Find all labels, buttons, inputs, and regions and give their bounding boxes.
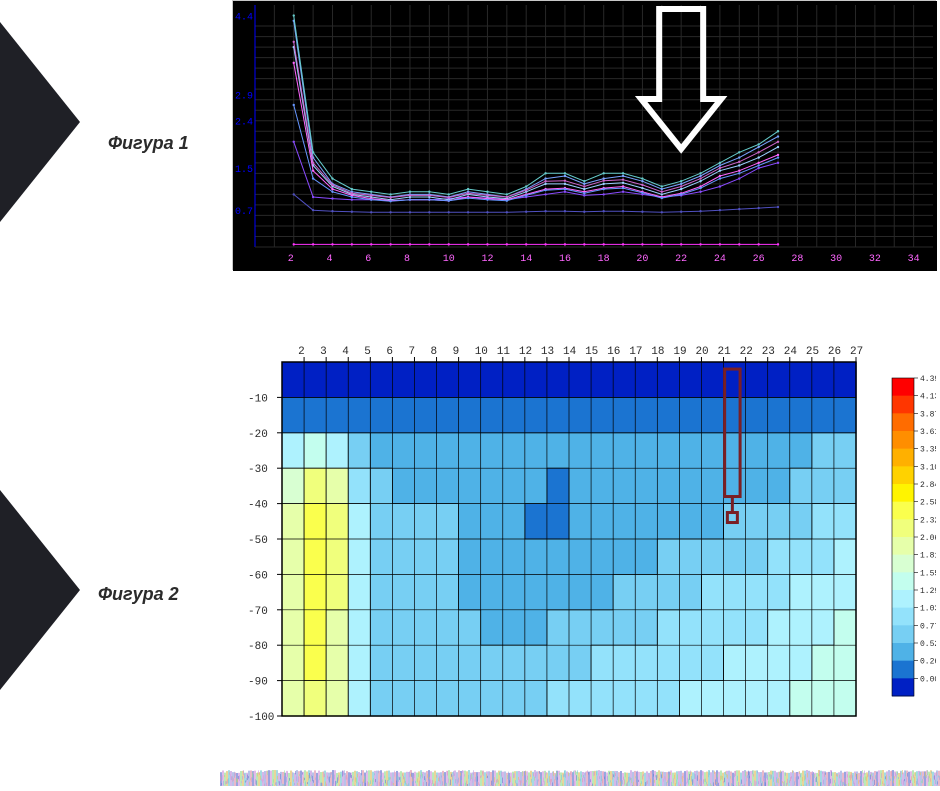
svg-text:25: 25: [806, 346, 819, 358]
svg-text:14: 14: [520, 254, 532, 265]
svg-text:-90: -90: [248, 677, 268, 689]
svg-text:-60: -60: [248, 570, 268, 582]
svg-text:12: 12: [519, 346, 532, 358]
svg-text:10: 10: [475, 346, 488, 358]
label-fig1: Фигура 1: [108, 133, 189, 154]
chart2-svg: 2345678910111213141516171819202122232425…: [232, 338, 936, 738]
svg-text:0.00: 0.00: [920, 675, 936, 684]
svg-text:1.29: 1.29: [920, 587, 936, 596]
noise-strip: [220, 770, 940, 786]
svg-text:8: 8: [404, 254, 410, 265]
svg-text:32: 32: [869, 254, 881, 265]
svg-text:1.03: 1.03: [920, 605, 936, 614]
svg-text:17: 17: [629, 346, 642, 358]
svg-text:4: 4: [326, 254, 332, 265]
svg-text:18: 18: [598, 254, 610, 265]
svg-text:16: 16: [559, 254, 571, 265]
svg-text:24: 24: [714, 254, 726, 265]
svg-text:2.06: 2.06: [920, 534, 936, 543]
svg-text:2.4: 2.4: [235, 118, 253, 129]
svg-text:2.84: 2.84: [920, 481, 936, 490]
svg-text:4.13: 4.13: [920, 393, 936, 402]
svg-text:3.10: 3.10: [920, 463, 936, 472]
svg-text:-30: -30: [248, 464, 268, 476]
svg-text:4.39: 4.39: [920, 375, 936, 384]
label-fig2: Фигура 2: [98, 584, 179, 605]
svg-text:15: 15: [585, 346, 598, 358]
svg-text:2.9: 2.9: [235, 91, 253, 102]
svg-text:13: 13: [541, 346, 554, 358]
svg-text:3.87: 3.87: [920, 410, 936, 419]
svg-text:1.5: 1.5: [235, 165, 253, 176]
svg-text:0.52: 0.52: [920, 640, 936, 649]
svg-text:10: 10: [443, 254, 455, 265]
svg-text:1.55: 1.55: [920, 569, 936, 578]
svg-text:20: 20: [695, 346, 708, 358]
svg-text:3.35: 3.35: [920, 446, 936, 455]
svg-text:19: 19: [673, 346, 686, 358]
pointer-fig1: [0, 22, 80, 222]
svg-text:0.77: 0.77: [920, 622, 936, 631]
svg-text:18: 18: [651, 346, 664, 358]
svg-text:22: 22: [740, 346, 753, 358]
svg-text:9: 9: [453, 346, 460, 358]
svg-text:1.81: 1.81: [920, 552, 936, 561]
svg-text:3: 3: [320, 346, 327, 358]
svg-text:-80: -80: [248, 641, 268, 653]
svg-text:6: 6: [386, 346, 393, 358]
noise-strip-svg: [220, 770, 940, 786]
svg-text:2: 2: [288, 254, 294, 265]
svg-text:20: 20: [636, 254, 648, 265]
svg-text:27: 27: [850, 346, 863, 358]
svg-text:21: 21: [718, 346, 732, 358]
svg-text:12: 12: [481, 254, 493, 265]
svg-text:26: 26: [753, 254, 765, 265]
svg-text:28: 28: [791, 254, 803, 265]
svg-text:14: 14: [563, 346, 577, 358]
svg-text:-20: -20: [248, 429, 268, 441]
svg-text:11: 11: [497, 346, 511, 358]
svg-text:24: 24: [784, 346, 798, 358]
svg-text:0.7: 0.7: [235, 207, 253, 218]
svg-text:5: 5: [364, 346, 371, 358]
svg-text:-50: -50: [248, 535, 268, 547]
pointer-fig2: [0, 490, 80, 690]
svg-text:34: 34: [908, 254, 920, 265]
svg-text:6: 6: [365, 254, 371, 265]
svg-text:8: 8: [431, 346, 438, 358]
svg-text:-70: -70: [248, 606, 268, 618]
svg-text:23: 23: [762, 346, 775, 358]
svg-text:7: 7: [408, 346, 415, 358]
svg-text:16: 16: [607, 346, 620, 358]
chart2-container: 2345678910111213141516171819202122232425…: [232, 338, 936, 756]
svg-text:2: 2: [298, 346, 305, 358]
svg-text:2.58: 2.58: [920, 499, 936, 508]
chart1-svg: 0.71.52.42.94.42468101214161820222426283…: [233, 1, 937, 271]
svg-text:-40: -40: [248, 500, 268, 512]
svg-text:0.26: 0.26: [920, 658, 936, 667]
svg-text:2.32: 2.32: [920, 516, 936, 525]
svg-text:4.4: 4.4: [235, 13, 253, 24]
chart1-container: 0.71.52.42.94.42468101214161820222426283…: [232, 0, 936, 270]
svg-text:-10: -10: [248, 393, 268, 405]
svg-text:-100: -100: [248, 712, 274, 724]
svg-text:30: 30: [830, 254, 842, 265]
svg-text:22: 22: [675, 254, 687, 265]
svg-text:3.61: 3.61: [920, 428, 936, 437]
svg-text:26: 26: [828, 346, 841, 358]
svg-text:4: 4: [342, 346, 349, 358]
